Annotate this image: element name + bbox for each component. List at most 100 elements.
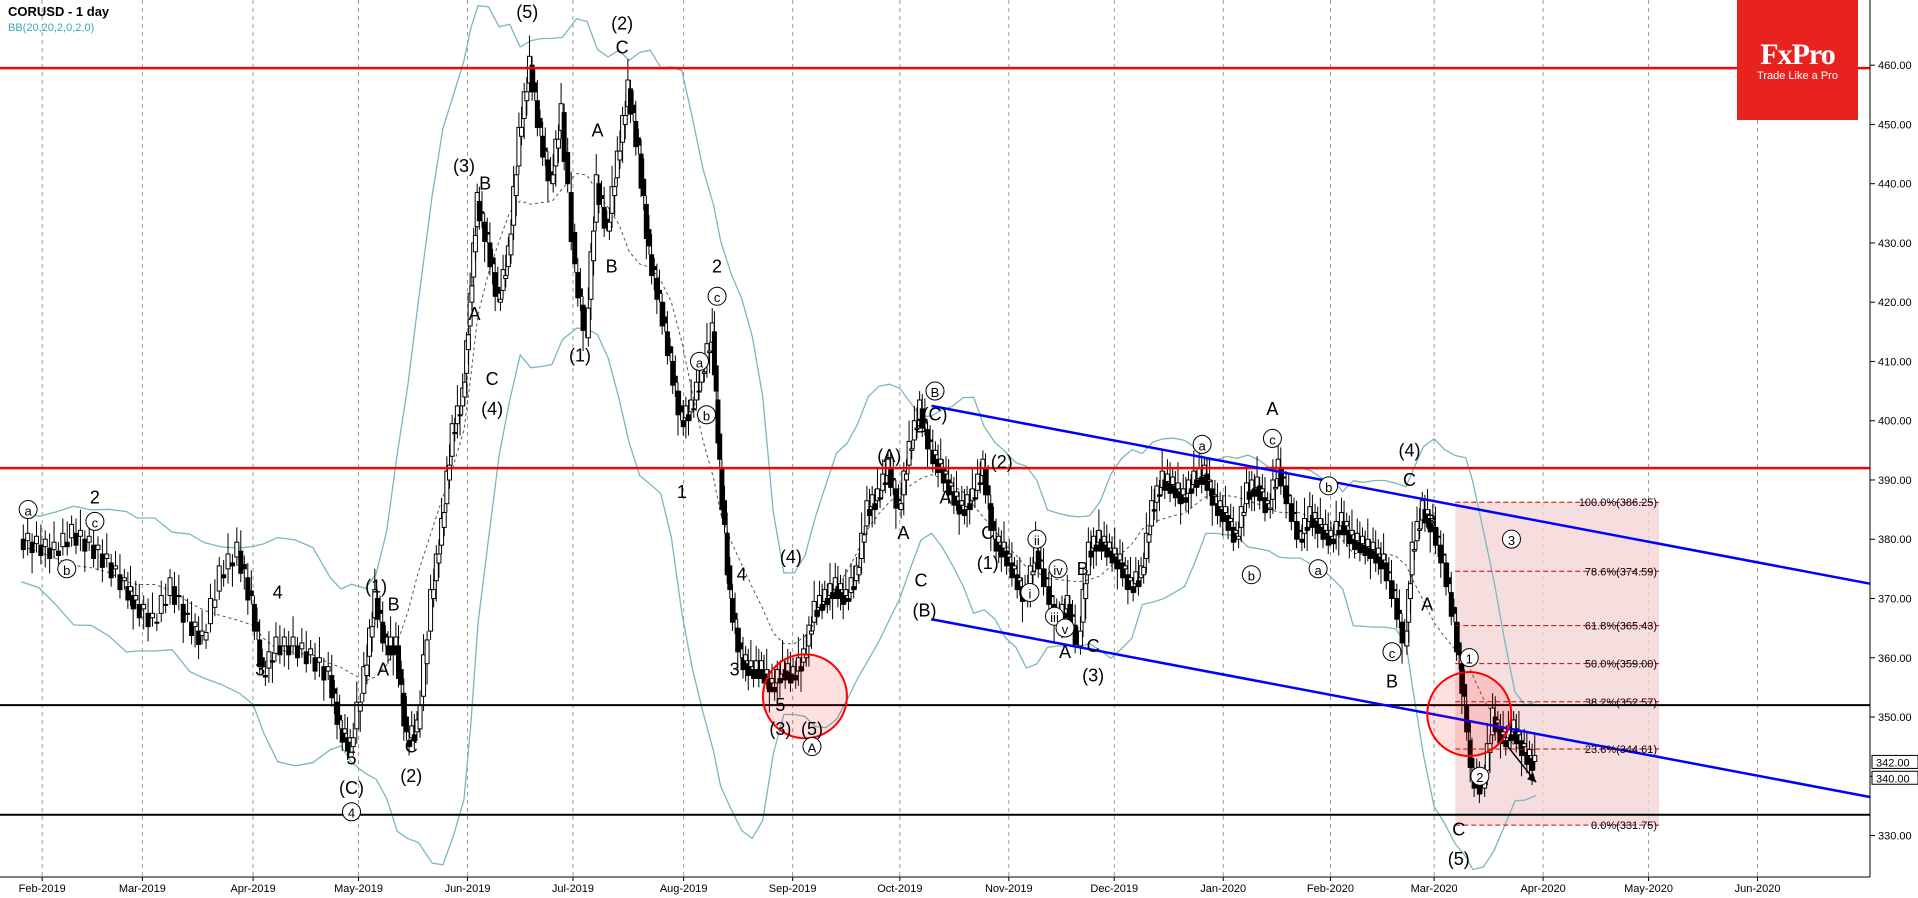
- candle-body: [431, 589, 437, 599]
- candle-body: [238, 550, 244, 574]
- candle-body: [1012, 565, 1018, 570]
- candle-body: [403, 716, 409, 733]
- candle-body: [524, 91, 530, 102]
- candle-body: [1456, 642, 1462, 656]
- candle-body: [888, 467, 894, 488]
- candle-body: [354, 701, 360, 730]
- wave-label: (4): [780, 547, 802, 567]
- candle-body: [793, 675, 799, 681]
- candle-body: [299, 642, 305, 650]
- candle-body: [241, 563, 247, 570]
- candle-body: [670, 360, 676, 386]
- candle-body: [167, 577, 173, 597]
- x-tick-label: May-2019: [334, 883, 383, 895]
- x-tick-label: Mar-2019: [119, 883, 166, 895]
- candle-body: [630, 104, 636, 114]
- wave-label: (C): [339, 778, 364, 798]
- wave-label: (3): [769, 719, 791, 739]
- candle-body: [449, 423, 455, 457]
- candle-body: [95, 544, 101, 551]
- candle-body: [130, 595, 136, 610]
- candle-body: [1083, 583, 1089, 599]
- candle-body: [1354, 532, 1360, 542]
- candle-body: [1296, 529, 1302, 532]
- price-tag: 340.00: [1871, 770, 1918, 785]
- wave-label-circle: [18, 500, 38, 520]
- candle-body: [972, 497, 978, 500]
- timeframe: - 1 day: [67, 4, 110, 19]
- y-tick-label: 380.00: [1878, 534, 1912, 546]
- candle-body: [1312, 512, 1318, 519]
- candle-body: [1001, 541, 1007, 549]
- candle-body: [588, 251, 594, 300]
- x-tick-label: Jul-2019: [552, 883, 594, 895]
- candle-body: [1006, 553, 1012, 558]
- candle-body: [664, 331, 670, 357]
- candle-body: [951, 491, 957, 506]
- candle-body: [1201, 464, 1207, 477]
- wave-label: 2: [90, 488, 100, 508]
- candle-body: [604, 218, 610, 223]
- candle-body: [1125, 574, 1131, 591]
- candle-body: [1233, 529, 1239, 534]
- candle-body: [927, 439, 933, 442]
- candle-body: [1143, 532, 1149, 559]
- candle-body: [612, 186, 618, 197]
- candle-body: [1091, 535, 1097, 549]
- brand-tagline: Trade Like a Pro: [1757, 70, 1838, 82]
- candle-body: [657, 289, 663, 294]
- candle-body: [890, 477, 896, 481]
- candle-body: [1130, 586, 1136, 594]
- y-tick-label: 440.00: [1878, 179, 1912, 191]
- candle-body: [1328, 529, 1334, 537]
- candle-body: [69, 523, 75, 539]
- candle-body: [234, 541, 240, 558]
- candle-body: [337, 715, 343, 721]
- candle-body: [1448, 592, 1454, 617]
- candle-body: [683, 405, 689, 419]
- candle-body: [785, 663, 791, 672]
- wave-label: A: [897, 523, 909, 543]
- candle-body: [1299, 538, 1305, 543]
- candle-body: [469, 285, 475, 303]
- candle-body: [1497, 728, 1503, 745]
- candle-body: [357, 701, 363, 712]
- candle-body: [207, 597, 213, 625]
- candle-body: [835, 586, 841, 599]
- candle-body: [816, 595, 822, 608]
- wave-label: B: [1386, 671, 1398, 691]
- candle-body: [1038, 559, 1044, 562]
- candle-body: [133, 595, 139, 601]
- candle-body: [331, 688, 337, 694]
- wave-label: c: [714, 290, 721, 305]
- candle-body: [635, 137, 641, 146]
- candle-body: [1280, 476, 1286, 479]
- candle-body: [482, 221, 488, 242]
- candle-body: [1043, 577, 1049, 580]
- candle-body: [1331, 538, 1337, 545]
- y-tick-label: 360.00: [1878, 653, 1912, 665]
- price-tag: 342.00: [1871, 754, 1918, 769]
- fibonacci-level-label: 100.0%(386.25): [1579, 497, 1657, 509]
- candle-body: [1341, 520, 1347, 536]
- candle-body: [180, 603, 186, 623]
- candle-body: [1487, 743, 1493, 754]
- candle-body: [1325, 532, 1331, 546]
- candle-body: [185, 612, 191, 615]
- wave-label: (1): [569, 345, 591, 365]
- candle-body: [701, 371, 707, 374]
- wave-label-circle: [1027, 529, 1047, 549]
- x-tick-label: Aug-2019: [660, 883, 708, 895]
- candle-body: [1146, 534, 1152, 543]
- candle-body: [361, 666, 367, 694]
- x-tick-label: Jun-2019: [445, 883, 491, 895]
- candle-body: [1209, 488, 1215, 506]
- candle-body: [1175, 482, 1181, 490]
- candle-body: [1236, 535, 1242, 540]
- candle-body: [47, 547, 53, 559]
- candle-body: [1521, 743, 1527, 748]
- candle-body: [553, 138, 559, 167]
- candle-body: [809, 630, 815, 635]
- candle-body: [1212, 494, 1218, 497]
